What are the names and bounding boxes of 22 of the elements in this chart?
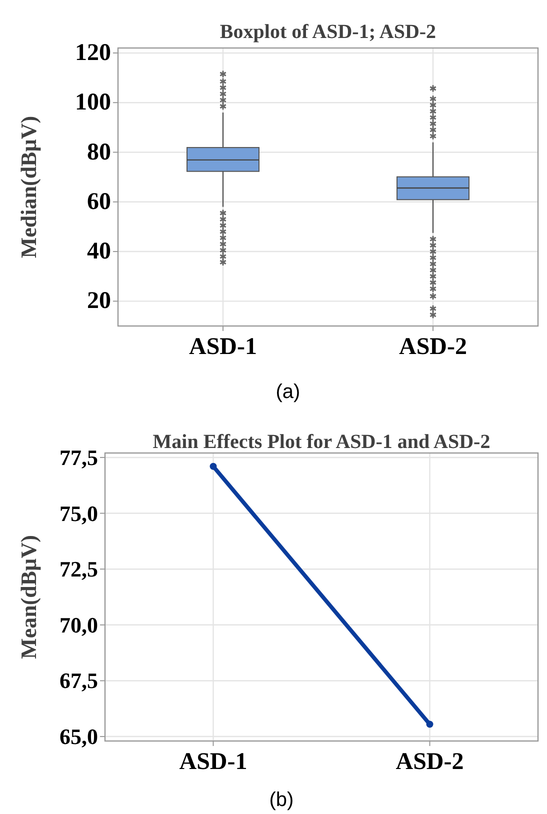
chart-title: Boxplot of ASD-1; ASD-2 [220,21,436,43]
y-tick-label: 20 [87,288,111,314]
y-tick-label: 72,5 [60,556,98,582]
y-tick-label: 80 [87,139,111,166]
y-tick-label: 75,0 [60,500,98,526]
y-axis-title: Median(dBµV) [16,116,41,258]
x-tick-label: ASD-2 [398,334,468,360]
y-tick-label: 65,0 [60,724,98,750]
chart-title: Main Effects Plot for ASD-1 and ASD-2 [152,431,490,453]
x-tick-label: ASD-1 [188,334,258,360]
y-tick-label: 77,5 [60,444,98,470]
text: (a) [276,381,300,403]
y-tick-label: 40 [87,238,111,265]
x-tick-label: ASD-1 [179,749,248,775]
text: (b) [269,789,294,811]
y-tick-label: 120 [75,40,111,66]
y-axis-title: Mean(dBµV) [16,535,41,659]
y-tick-label: 67,5 [60,668,98,694]
y-tick-label: 60 [87,188,111,215]
y-tick-label: 100 [75,90,111,116]
x-tick-label: ASD-2 [396,749,464,775]
y-tick-label: 70,0 [60,612,98,638]
